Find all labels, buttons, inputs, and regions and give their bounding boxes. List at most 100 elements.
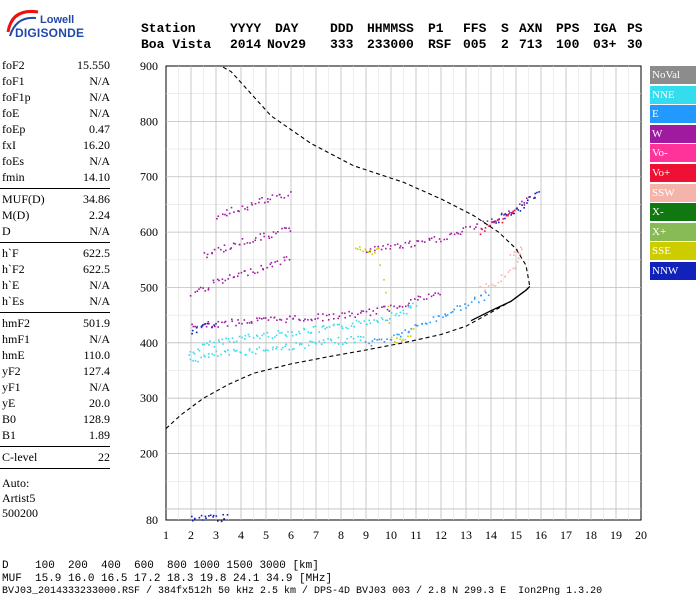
trace-point — [261, 318, 263, 320]
trace-point — [294, 315, 296, 317]
param-label: MUF(D) — [2, 192, 45, 206]
trace-point — [233, 211, 235, 213]
trace-point — [252, 241, 254, 243]
trace-point — [366, 251, 368, 254]
trace-point — [230, 247, 232, 249]
trace-point — [244, 338, 246, 340]
param-value: 0.47 — [89, 122, 110, 136]
trace-point — [364, 248, 367, 250]
trace-point — [382, 305, 385, 308]
trace-point — [196, 325, 198, 328]
trace-point — [194, 291, 197, 293]
trace-point — [383, 305, 386, 308]
trace-point — [249, 268, 252, 270]
trace-point — [360, 310, 363, 312]
trace-point — [283, 197, 286, 199]
param-label: hmF2 — [2, 316, 31, 330]
trace-point — [529, 196, 531, 198]
trace-point — [236, 349, 238, 352]
trace-point — [400, 335, 402, 338]
trace-point — [235, 324, 237, 327]
param-row-b1: B1 1.89 — [2, 428, 110, 444]
trace-point — [235, 340, 238, 343]
trace-point — [214, 325, 216, 328]
trace-point — [205, 517, 207, 519]
trace-point — [234, 350, 236, 352]
trace-point — [195, 331, 198, 334]
trace-point — [348, 310, 350, 313]
trace-point — [265, 349, 267, 351]
param-value: 501.9 — [83, 316, 110, 330]
trace-point — [432, 316, 435, 318]
trace-point — [511, 211, 514, 214]
trace-point — [415, 324, 418, 327]
trace-point — [453, 308, 455, 311]
trace-point — [264, 317, 267, 319]
trace-point — [533, 197, 535, 200]
trace-point — [222, 513, 224, 516]
x-tick-label: 14 — [485, 528, 497, 542]
trace-point — [194, 517, 196, 520]
trace-point — [209, 340, 211, 342]
logo-lowell: Lowell — [40, 14, 75, 26]
trace-point — [475, 226, 477, 228]
trace-point — [333, 323, 335, 326]
trace-point — [252, 271, 254, 273]
trace-point — [241, 205, 244, 208]
digisonde-logo: Lowell DIGISONDE — [2, 2, 84, 50]
trace-point — [453, 233, 456, 236]
trace-point — [285, 343, 287, 346]
param-label: yF2 — [2, 364, 21, 378]
trace-point — [211, 326, 213, 329]
y-tick-label: 500 — [140, 280, 158, 294]
trace-point — [405, 305, 407, 308]
trace-point — [389, 318, 391, 320]
trace-point — [396, 307, 399, 309]
trace-point — [379, 264, 381, 266]
trace-point — [456, 305, 459, 307]
trace-point — [386, 338, 388, 340]
trace-point — [374, 252, 376, 254]
trace-point — [386, 308, 389, 311]
trace-point — [281, 332, 283, 334]
trace-point — [215, 350, 218, 353]
trace-point — [292, 334, 294, 337]
trace-point — [486, 220, 489, 222]
trace-point — [523, 204, 526, 206]
footer-distance-line: D 100 200 400 600 800 1000 1500 3000 [km… — [2, 560, 319, 572]
trace-point — [328, 313, 330, 316]
trace-point — [318, 331, 320, 333]
param-label: foF1 — [2, 74, 25, 88]
trace-point — [248, 348, 251, 350]
trace-point — [340, 325, 343, 328]
trace-point — [385, 247, 387, 250]
trace-point — [438, 238, 441, 240]
trace-point — [409, 240, 411, 243]
trace-point — [250, 320, 253, 323]
trace-point — [192, 325, 195, 328]
trace-point — [398, 333, 400, 336]
trace-point — [224, 351, 227, 353]
trace-point — [387, 243, 389, 246]
trace-point — [383, 341, 386, 343]
trace-point — [442, 316, 444, 319]
trace-point — [484, 289, 487, 292]
param-row-clevel: C-level 22 — [2, 450, 110, 466]
header-value-4: 233000 — [367, 37, 414, 52]
trace-point — [317, 313, 319, 315]
trace-point — [410, 307, 412, 309]
trace-point — [322, 313, 324, 315]
trace-point — [394, 341, 396, 343]
trace-point — [191, 323, 193, 326]
y-tick-label: 400 — [140, 336, 158, 350]
trace-point — [330, 339, 333, 342]
x-tick-label: 6 — [288, 528, 294, 542]
header-value-11: 30 — [627, 37, 643, 52]
trace-point — [280, 319, 283, 321]
trace-point — [459, 305, 461, 307]
trace-point — [220, 248, 222, 251]
trace-point — [255, 237, 257, 239]
trace-point — [208, 344, 210, 346]
trace-point — [376, 248, 378, 250]
param-separator — [0, 242, 110, 243]
